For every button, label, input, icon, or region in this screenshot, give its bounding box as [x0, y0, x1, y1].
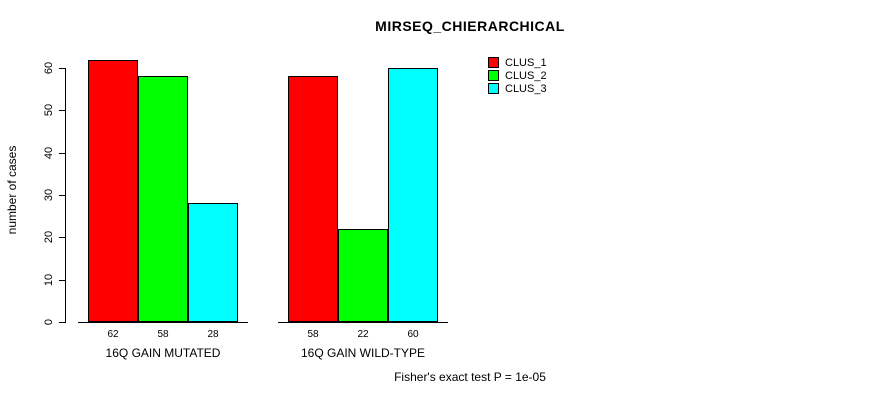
y-tick-mark: [59, 280, 65, 281]
bar-clus_1-group-0: [88, 60, 138, 322]
y-tick-mark: [59, 195, 65, 196]
y-tick-mark: [59, 153, 65, 154]
bar-clus_3-group-0: [188, 203, 238, 322]
y-tick-label: 40: [43, 146, 55, 160]
legend-label: CLUS_2: [505, 70, 547, 82]
chart-title: MIRSEQ_CHIERARCHICAL: [375, 18, 565, 34]
x-axis-line: [278, 322, 448, 323]
y-tick-label: 10: [43, 273, 55, 287]
bar-clus_1-group-1: [288, 76, 338, 322]
legend-swatch-clus_2: [488, 70, 499, 81]
legend-swatch-clus_3: [488, 83, 499, 94]
bar-value-label: 22: [357, 329, 369, 340]
bar-clus_2-group-1: [338, 229, 388, 322]
x-category-label: 16Q GAIN MUTATED: [105, 346, 221, 360]
y-axis-label: number of cases: [5, 145, 19, 235]
x-axis-line: [78, 322, 248, 323]
y-axis-line: [65, 68, 66, 323]
bar-value-label: 28: [207, 329, 219, 340]
y-tick-mark: [59, 68, 65, 69]
y-tick-mark: [59, 237, 65, 238]
y-tick-mark: [59, 110, 65, 111]
bar-value-label: 58: [307, 329, 319, 340]
bar-clus_3-group-1: [388, 68, 438, 322]
legend-swatch-clus_1: [488, 57, 499, 68]
bar-value-label: 60: [407, 329, 419, 340]
x-category-label: 16Q GAIN WILD-TYPE: [300, 346, 426, 360]
bar-value-label: 58: [157, 329, 169, 340]
legend-item-clus_1: CLUS_1: [488, 57, 578, 69]
y-tick-label: 30: [43, 188, 55, 202]
legend-label: CLUS_1: [505, 57, 547, 69]
y-tick-label: 50: [43, 103, 55, 117]
y-tick-label: 0: [43, 318, 55, 326]
bar-clus_2-group-0: [138, 76, 188, 322]
y-tick-label: 60: [43, 61, 55, 75]
annotation-text: Fisher's exact test P = 1e-05: [394, 370, 546, 384]
bar-value-label: 62: [107, 329, 119, 340]
legend-item-clus_3: CLUS_3: [488, 83, 578, 95]
y-tick-label: 20: [43, 230, 55, 244]
y-tick-mark: [59, 322, 65, 323]
legend-item-clus_2: CLUS_2: [488, 70, 578, 82]
legend-label: CLUS_3: [505, 83, 547, 95]
